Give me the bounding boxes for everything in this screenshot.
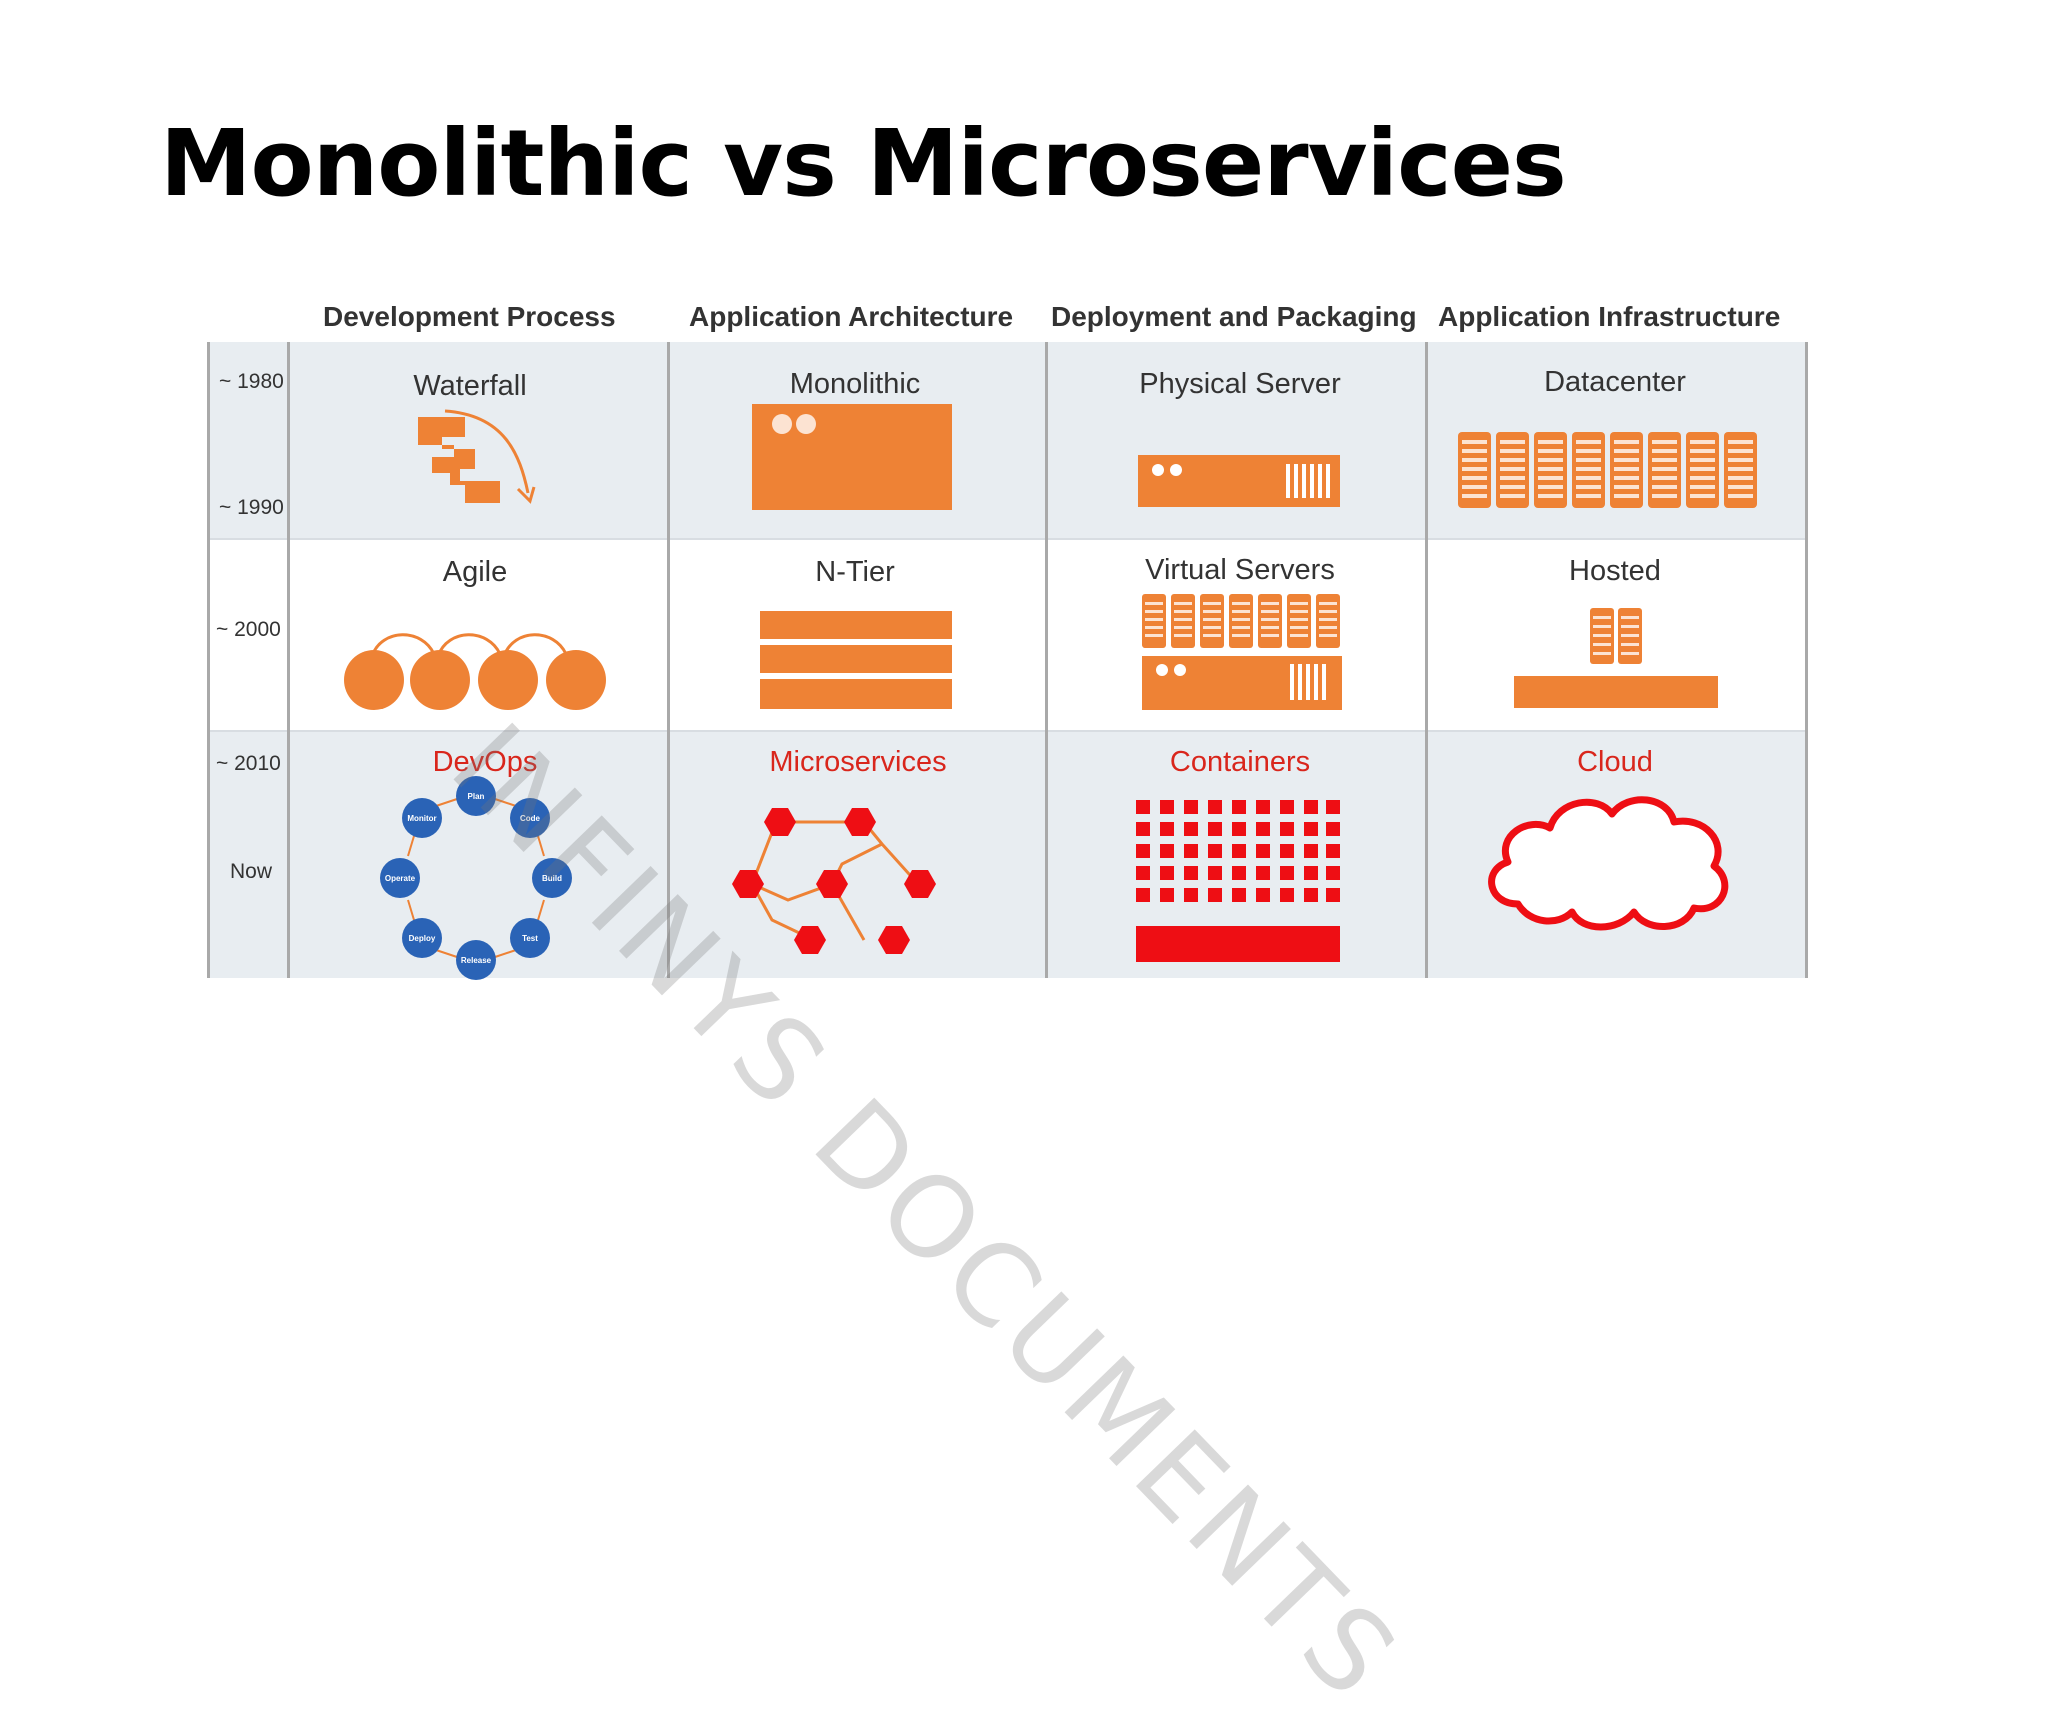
containers-grid-icon	[1136, 800, 1340, 962]
virtual-servers-icon	[1142, 594, 1342, 710]
page-title: Monolithic vs Microservices	[160, 110, 1567, 217]
grid-line	[1805, 342, 1808, 978]
devops-step-operate: Operate	[385, 874, 416, 883]
hosted-icon	[1514, 608, 1718, 708]
grid-line	[207, 342, 210, 978]
column-header-application-infrastructure: Application Infrastructure	[1438, 301, 1781, 332]
cell-label-agile: Agile	[442, 556, 508, 588]
devops-step-deploy: Deploy	[409, 934, 436, 943]
devops-step-plan: Plan	[468, 792, 485, 801]
row-divider	[208, 538, 1808, 540]
devops-step-monitor: Monitor	[407, 814, 436, 823]
devops-step-release: Release	[461, 956, 492, 965]
grid-line	[667, 342, 670, 978]
cell-label-physical-server: Physical Server	[1139, 368, 1341, 400]
monolith-block-icon	[752, 404, 952, 510]
era-label: ~ 1990	[219, 496, 284, 519]
cell-label-waterfall: Waterfall	[413, 370, 527, 402]
cell-label-monolithic: Monolithic	[789, 368, 921, 400]
column-header-deployment-packaging: Deployment and Packaging	[1051, 301, 1417, 332]
cell-label-cloud: Cloud	[1577, 746, 1653, 778]
cell-label-n-tier: N-Tier	[815, 556, 895, 588]
cell-label-virtual-servers: Virtual Servers	[1145, 554, 1335, 586]
cell-label-containers: Containers	[1169, 746, 1311, 778]
datacenter-racks-icon	[1458, 432, 1757, 508]
cell-label-datacenter: Datacenter	[1544, 366, 1686, 398]
era-label: ~ 2000	[216, 618, 281, 641]
devops-step-code: Code	[520, 814, 541, 823]
row-divider	[208, 730, 1808, 732]
column-header-development-process: Development Process	[323, 301, 616, 332]
grid-line	[287, 342, 290, 978]
agile-iterations-icon	[344, 633, 606, 710]
n-tier-layers-icon	[760, 611, 952, 709]
column-header-application-architecture: Application Architecture	[689, 301, 1014, 332]
microservices-graph-icon	[732, 808, 936, 954]
devops-cycle-icon: Plan Code Build Test Release Deploy Oper…	[380, 776, 572, 980]
physical-server-icon	[1138, 455, 1340, 507]
cell-label-hosted: Hosted	[1569, 555, 1661, 587]
grid-line	[1045, 342, 1048, 978]
cell-label-microservices: Microservices	[769, 746, 947, 778]
era-label: Now	[230, 860, 273, 883]
waterfall-icon	[418, 409, 536, 504]
grid-line	[1425, 342, 1428, 978]
era-label: ~ 1980	[219, 370, 284, 393]
devops-step-test: Test	[522, 934, 538, 943]
devops-step-build: Build	[542, 874, 562, 883]
cell-label-devops: DevOps	[432, 746, 538, 778]
era-label: ~ 2010	[216, 752, 281, 775]
cloud-icon	[1488, 796, 1729, 931]
